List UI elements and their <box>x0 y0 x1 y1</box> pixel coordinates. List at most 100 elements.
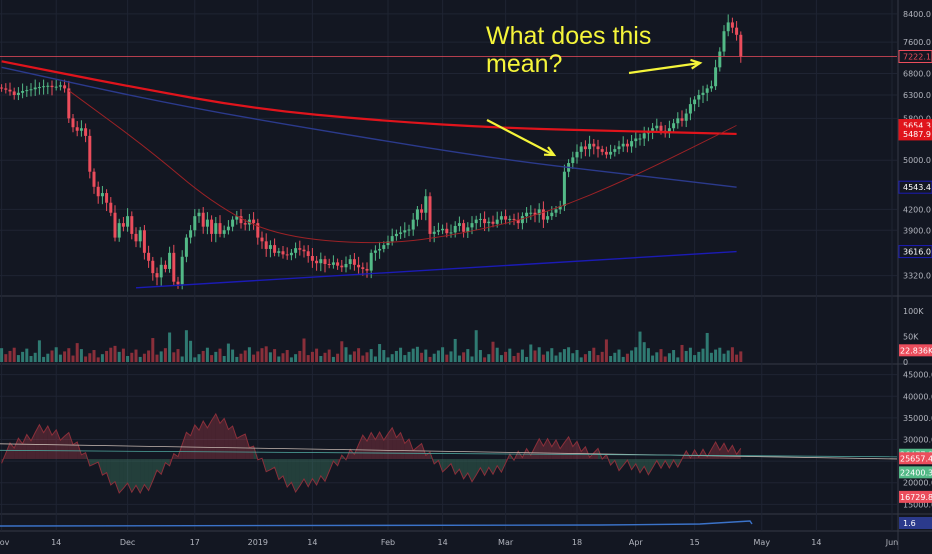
volume-bar <box>382 350 386 362</box>
candle-body <box>714 67 718 87</box>
indicator-fill <box>724 443 729 459</box>
volume-bar <box>567 347 571 362</box>
candle-body <box>79 128 83 131</box>
indicator-fill <box>715 442 720 459</box>
candle-body <box>583 146 587 150</box>
indicator-fill <box>270 458 275 470</box>
candle-body <box>655 125 659 129</box>
indicator-fill <box>350 449 355 459</box>
volume-bar <box>331 356 335 362</box>
candle-body <box>100 193 104 197</box>
volume-bar <box>449 351 453 362</box>
indicator-fill <box>497 458 502 473</box>
candle-body <box>268 245 272 249</box>
volume-bar <box>533 350 537 362</box>
volume-bar <box>709 352 713 362</box>
volume-bar <box>256 351 260 362</box>
indicator-fill <box>493 458 498 475</box>
candle-body <box>394 233 398 237</box>
candle-body <box>625 143 629 147</box>
volume-bar <box>361 355 365 362</box>
indicator-fill <box>476 458 481 475</box>
volume-bar <box>541 354 545 362</box>
candle-body <box>693 99 697 105</box>
volume-bar <box>415 346 419 362</box>
volume-bar <box>583 354 587 362</box>
volume-bar <box>730 347 734 362</box>
volume-bar <box>75 343 79 362</box>
volume-bar <box>718 347 722 362</box>
volume-bar <box>520 349 524 362</box>
candle-body <box>75 127 79 131</box>
indicator-fill <box>127 458 132 493</box>
candle-body <box>8 89 12 92</box>
mini-axis-badge-label: 1.6 <box>903 519 916 528</box>
indicator-fill <box>640 458 645 473</box>
price-tick-label: 3320.0 <box>903 272 931 281</box>
candle-body <box>470 223 474 228</box>
volume-bar <box>474 330 478 362</box>
candle-body <box>273 245 277 253</box>
price-axis-badge-label: 7222.1 <box>903 53 931 62</box>
candle-body <box>29 89 33 91</box>
candle-body <box>483 218 487 224</box>
volume-bar <box>126 356 130 362</box>
annotation-arrowhead <box>690 58 703 70</box>
volume-bar <box>546 351 550 362</box>
volume-bar <box>327 349 331 362</box>
indicator-tick-label: 15000.0 <box>903 500 932 509</box>
candle-body <box>142 230 146 253</box>
indicator-fill <box>152 458 157 481</box>
indicator-fill <box>312 458 317 485</box>
volume-bar <box>226 343 230 362</box>
indicator-fill <box>266 458 271 472</box>
candle-body <box>16 92 20 96</box>
indicator-fill <box>325 458 330 482</box>
volume-bar <box>201 350 205 362</box>
candle-body <box>588 143 592 150</box>
volume-bar <box>571 353 575 362</box>
candle-body <box>634 138 638 142</box>
volume-bar <box>281 353 285 362</box>
volume-bar <box>726 350 730 362</box>
volume-bar <box>672 350 676 362</box>
candle-body <box>218 223 222 234</box>
volume-bar <box>348 354 352 362</box>
volume-bar <box>365 352 369 362</box>
candle-body <box>88 135 92 172</box>
volume-bar <box>609 356 613 362</box>
volume-bar <box>411 348 415 362</box>
indicator-fill <box>404 439 409 459</box>
volume-bar <box>231 349 235 362</box>
volume-bar <box>289 357 293 362</box>
candle-body <box>411 219 415 230</box>
indicator-fill <box>228 426 233 459</box>
indicator-fill <box>459 458 464 479</box>
volume-bar <box>151 338 155 362</box>
series-line <box>135 250 737 289</box>
indicator-fill <box>140 458 145 493</box>
price-tick-label: 6800.0 <box>903 69 931 78</box>
volume-bar <box>424 349 428 362</box>
indicator-fill <box>719 443 724 459</box>
indicator-fill <box>94 458 99 465</box>
candle-body <box>37 87 41 89</box>
volume-bar <box>163 348 167 362</box>
candle-body <box>105 193 109 203</box>
volume-bar <box>386 357 390 362</box>
indicator-fill <box>287 458 292 488</box>
candle-body <box>722 31 726 52</box>
x-tick-label: 14 <box>307 538 317 547</box>
indicator-fill <box>119 458 124 493</box>
indicator-fill <box>467 458 472 482</box>
indicator-fill <box>316 458 321 485</box>
indicator-fill <box>446 458 451 468</box>
indicator-fill <box>102 458 107 476</box>
candle-body <box>571 157 575 164</box>
volume-bar <box>487 354 491 362</box>
volume-bar <box>378 344 382 362</box>
volume-bar <box>575 350 579 362</box>
indicator-fill <box>18 438 23 459</box>
x-tick-label: Mar <box>498 538 514 547</box>
candle-body <box>84 128 88 136</box>
